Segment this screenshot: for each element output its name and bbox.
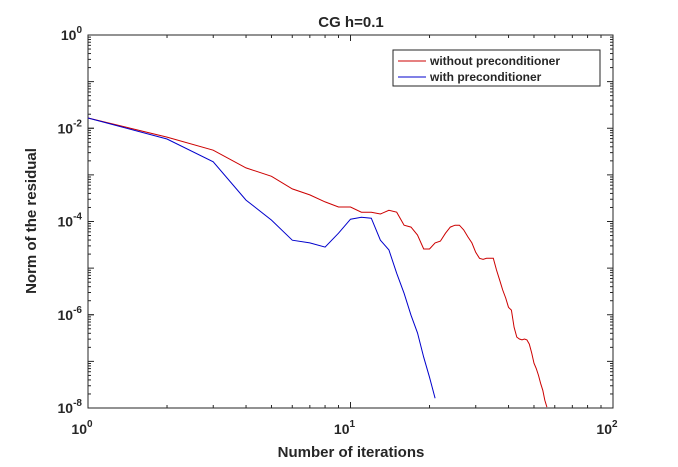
x-axis-label: Number of iterations <box>278 444 425 461</box>
y-tick-label: 10-2 <box>58 118 83 136</box>
y-axis-label: Norm of the residual <box>23 148 40 294</box>
plot-area <box>87 34 614 409</box>
legend: without preconditioner with precondition… <box>392 49 601 87</box>
series-line-with-preconditioner <box>87 117 436 399</box>
chart-title: CG h=0.1 <box>318 14 383 31</box>
x-tick-label: 102 <box>596 419 618 437</box>
x-tick-label: 101 <box>334 419 356 437</box>
y-tick-label: 100 <box>61 25 83 43</box>
legend-label-with: with preconditioner <box>429 70 542 84</box>
legend-box <box>392 49 601 87</box>
x-tick-label: 100 <box>71 419 93 437</box>
y-tick-label: 10-4 <box>58 212 83 230</box>
series-line-without-preconditioner <box>87 117 548 408</box>
y-tick-label: 10-6 <box>58 305 83 323</box>
legend-label-without: without preconditioner <box>429 54 560 68</box>
y-tick-label: 10-8 <box>58 398 83 416</box>
